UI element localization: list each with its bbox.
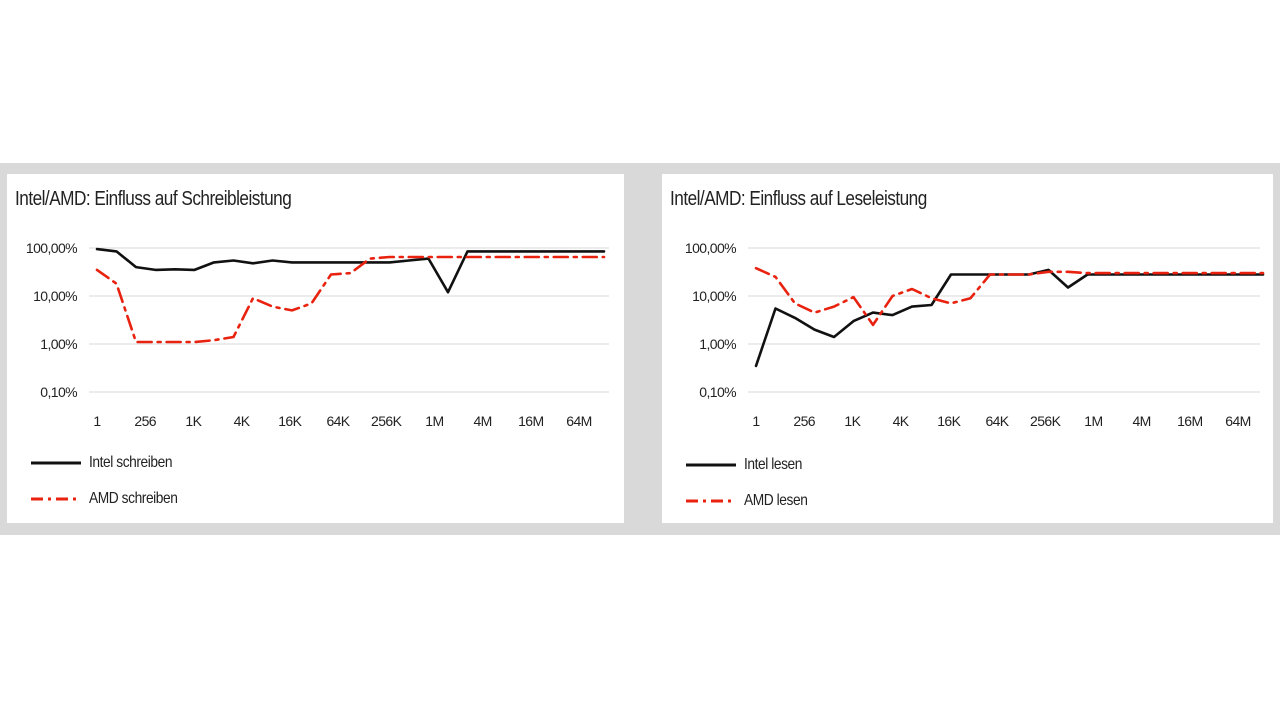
x-tick-label: 4K — [893, 413, 910, 429]
x-tick-label: 4M — [1132, 413, 1150, 429]
x-tick-label: 1M — [1084, 413, 1102, 429]
chart-panel-read: Intel/AMD: Einfluss auf Leseleistung 100… — [662, 174, 1273, 523]
x-tick-label: 4K — [234, 413, 251, 429]
chart-panel-write: Intel/AMD: Einfluss auf Schreibleistung … — [7, 174, 624, 523]
legend-label: Intel schreiben — [89, 454, 173, 471]
y-tick-label: 100,00% — [685, 240, 736, 256]
x-tick-label: 1M — [425, 413, 443, 429]
legend-swatch-amd — [686, 499, 736, 503]
x-tick-label: 1 — [752, 413, 760, 429]
series-line-intel — [754, 268, 1265, 368]
x-tick-label: 64M — [1225, 413, 1250, 429]
x-tick-label: 64K — [985, 413, 1009, 429]
chart-title: Intel/AMD: Einfluss auf Schreibleistung — [15, 188, 292, 210]
series-line-intel — [95, 247, 606, 294]
series-line-amd — [95, 255, 606, 344]
x-tick-label: 1K — [185, 413, 202, 429]
y-tick-label: 0,10% — [699, 384, 736, 400]
y-tick-label: 10,00% — [33, 288, 77, 304]
write-performance-chart: 100,00% 10,00% 1,00% 0,10% 1 256 1K 4K 16K 64K 256… — [26, 240, 609, 429]
chart-title: Intel/AMD: Einfluss auf Leseleistung — [670, 188, 927, 210]
y-tick-label: 10,00% — [692, 288, 736, 304]
x-tick-label: 4M — [473, 413, 491, 429]
x-tick-label: 256 — [793, 413, 815, 429]
legend-label: AMD lesen — [744, 492, 808, 509]
legend-label: Intel lesen — [744, 456, 802, 473]
x-tick-label: 256K — [371, 413, 403, 429]
x-tick-label: 16M — [1177, 413, 1202, 429]
legend-label: AMD schreiben — [89, 490, 178, 507]
read-performance-chart: 100,00% 10,00% 1,00% 0,10% 1 256 1K 4K 16K 64K 256… — [685, 240, 1265, 429]
y-tick-label: 100,00% — [26, 240, 77, 256]
x-tick-label: 16M — [518, 413, 543, 429]
x-tick-label: 256 — [134, 413, 156, 429]
y-tick-label: 1,00% — [40, 336, 77, 352]
x-tick-label: 1 — [93, 413, 101, 429]
series-line-amd — [754, 266, 1265, 327]
x-tick-label: 256K — [1030, 413, 1062, 429]
x-tick-label: 64M — [566, 413, 591, 429]
y-tick-label: 0,10% — [40, 384, 77, 400]
legend-swatch-amd — [31, 497, 81, 501]
y-tick-label: 1,00% — [699, 336, 736, 352]
legend-swatch-intel — [31, 461, 81, 465]
x-tick-label: 64K — [326, 413, 350, 429]
x-tick-label: 16K — [937, 413, 961, 429]
legend-swatch-intel — [686, 463, 736, 467]
x-tick-label: 1K — [844, 413, 861, 429]
x-tick-label: 16K — [278, 413, 302, 429]
